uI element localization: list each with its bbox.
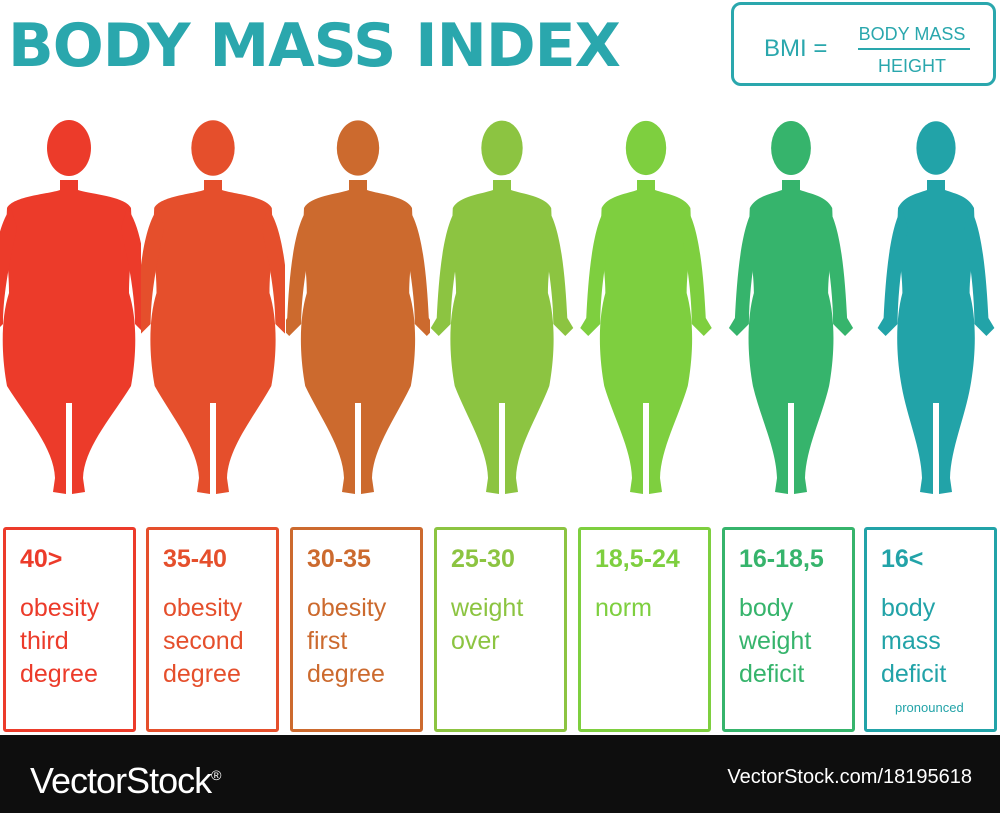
silhouette-underweight <box>719 118 863 500</box>
bmi-range: 18,5-24 <box>595 545 680 573</box>
bmi-card-obese-2: 35-40 obesity second degree <box>146 527 279 732</box>
bmi-range: 16-18,5 <box>739 545 824 573</box>
bmi-card-obese-3: 40> obesity third degree <box>3 527 136 732</box>
silhouette-obese-2 <box>141 118 285 500</box>
bmi-range: 25-30 <box>451 545 515 573</box>
bmi-description: weight over <box>451 594 524 655</box>
bmi-range: 35-40 <box>163 545 227 573</box>
bmi-description: body weight deficit <box>739 594 812 688</box>
bmi-card-normal: 18,5-24 norm <box>578 527 711 732</box>
bmi-range: 16< <box>881 545 924 573</box>
bmi-description: obesity second degree <box>163 594 244 688</box>
bmi-card-obese-1: 30-35 obesity first degree <box>290 527 423 732</box>
bmi-card-severe-underweight: 16< body mass deficit pronounced <box>864 527 997 732</box>
silhouette-normal <box>574 118 718 500</box>
bmi-card-overweight: 25-30 weight over <box>434 527 567 732</box>
silhouette-obese-3 <box>0 118 141 500</box>
bmi-card-underweight: 16-18,5 body weight deficit <box>722 527 855 732</box>
brand-name: VectorStock <box>30 760 212 801</box>
bmi-description: obesity first degree <box>307 594 387 688</box>
page-title: BODY MASS INDEX <box>8 11 621 81</box>
bmi-description: body mass deficit <box>881 594 947 688</box>
silhouette-obese-1 <box>286 118 430 500</box>
brand-registered-mark: ® <box>211 767 221 783</box>
bmi-description: norm <box>595 594 652 622</box>
silhouette-severe-underweight <box>864 118 1000 500</box>
vectorstock-logo: VectorStock® <box>30 755 221 801</box>
bmi-range: 30-35 <box>307 545 371 573</box>
image-id-url: VectorStock.com/18195618 <box>727 766 972 788</box>
formula-fraction-bar <box>858 48 970 50</box>
bmi-note: pronounced <box>895 700 964 715</box>
silhouette-row <box>0 118 1000 500</box>
formula-lhs: BMI = <box>764 35 828 62</box>
formula-denominator: HEIGHT <box>877 56 946 76</box>
silhouette-overweight <box>430 118 574 500</box>
bmi-description: obesity third degree <box>20 594 100 688</box>
bmi-range: 40> <box>20 545 63 573</box>
footer-bar: VectorStock® VectorStock.com/18195618 <box>0 735 1000 813</box>
formula-numerator: BODY MASS <box>858 24 966 44</box>
bmi-formula-box: BMI = BODY MASS HEIGHT <box>731 2 996 86</box>
